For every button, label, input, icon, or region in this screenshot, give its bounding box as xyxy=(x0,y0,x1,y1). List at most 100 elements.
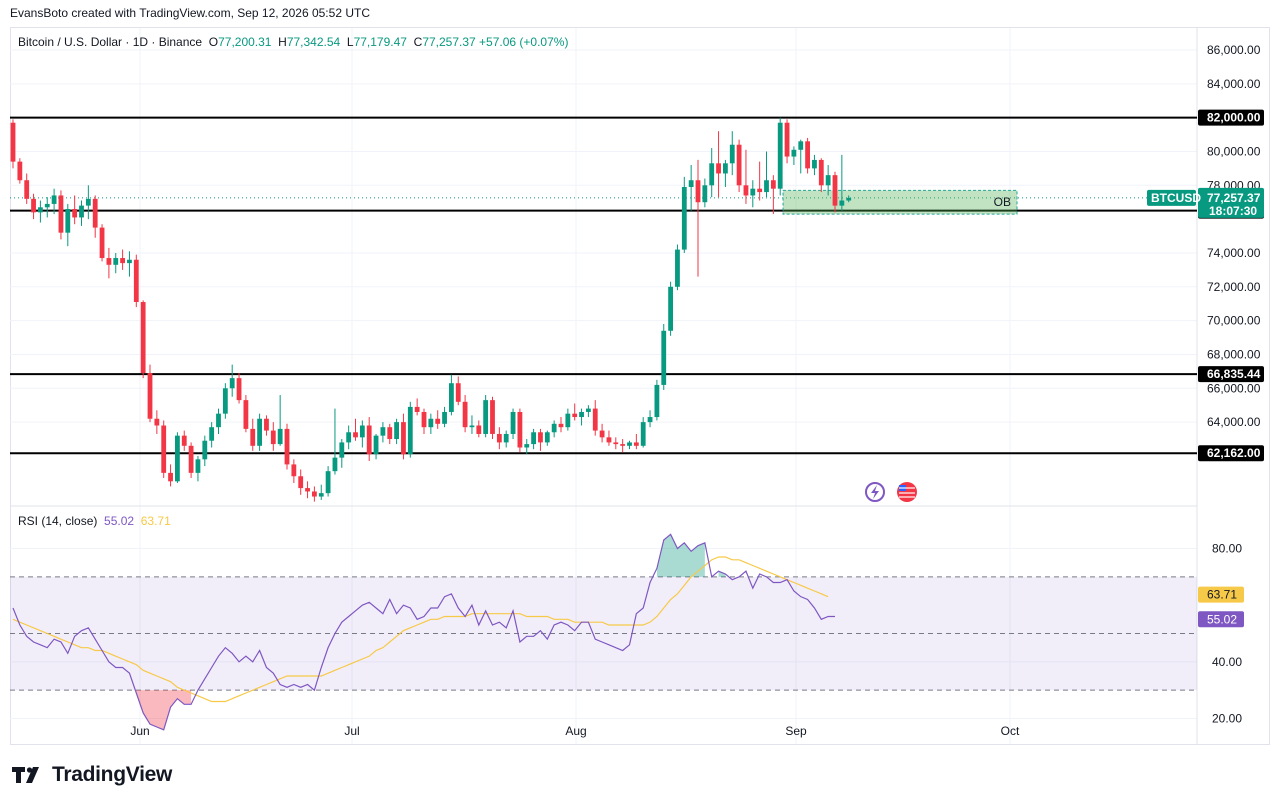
candle-body xyxy=(736,144,742,186)
symbol-tag-label: BTCUSD xyxy=(1151,191,1201,205)
candle-body xyxy=(161,425,167,473)
price-tick-label: 86,000.00 xyxy=(1207,43,1261,57)
open-label: O xyxy=(208,35,219,49)
rsi-pane xyxy=(10,533,1197,731)
price-tick-label: 66,000.00 xyxy=(1207,381,1261,395)
candle-body xyxy=(229,378,235,389)
candle-body xyxy=(222,388,228,414)
candle-body xyxy=(633,442,639,446)
candle-body xyxy=(832,175,838,206)
candle-body xyxy=(668,286,673,331)
candle-body xyxy=(106,258,112,265)
rsi-tag-label: 55.02 xyxy=(1207,612,1237,626)
candle-body xyxy=(181,435,187,446)
price-tick-label: 72,000.00 xyxy=(1207,280,1261,294)
level-price-tag xyxy=(1198,109,1264,126)
candle-body xyxy=(291,464,297,477)
candle-body xyxy=(318,493,324,497)
candle-body xyxy=(175,435,180,482)
candle-body xyxy=(695,180,701,203)
candle-body xyxy=(17,161,23,181)
zone-rect xyxy=(782,189,1018,215)
price-tick-label: 80,000.00 xyxy=(1207,144,1261,158)
candle-body xyxy=(298,476,304,489)
rsi-ma-tag-label: 63.71 xyxy=(1207,588,1237,602)
candle-body xyxy=(236,378,242,401)
symbol-legend: Bitcoin / U.S. Dollar · 1D · Binance O 77… xyxy=(18,35,568,49)
price-tick-label: 84,000.00 xyxy=(1207,77,1261,91)
rsi-label: RSI (14, close) xyxy=(18,514,98,528)
candle-body xyxy=(120,258,125,264)
candle-body xyxy=(654,384,660,418)
candle-body xyxy=(65,208,71,233)
high-value: 77,342.54 xyxy=(286,35,341,49)
candle-body xyxy=(414,406,420,412)
candle-body xyxy=(538,432,543,443)
candle-body xyxy=(620,444,626,446)
candle-body xyxy=(805,141,810,169)
candle-body xyxy=(640,422,646,446)
candle-body xyxy=(825,175,831,186)
candle-body xyxy=(202,440,208,460)
candle-body xyxy=(798,141,804,150)
candle-body xyxy=(476,425,482,434)
candle-body xyxy=(325,471,331,494)
symbol-name: Bitcoin / U.S. Dollar · 1D · Binance xyxy=(18,35,203,49)
candle-body xyxy=(627,442,632,446)
candle-body xyxy=(716,163,721,174)
countdown-label: 18:07:30 xyxy=(1209,204,1257,218)
candle-body xyxy=(250,428,256,446)
tradingview-brand[interactable]: TradingView xyxy=(12,763,172,787)
candle-body xyxy=(339,442,345,458)
candle-body xyxy=(777,122,783,189)
level-price-tag xyxy=(1198,366,1264,383)
last-price-tag xyxy=(1198,187,1264,218)
candle-body xyxy=(490,400,495,434)
candle-body xyxy=(503,433,509,443)
price-tick-label: 64,000.00 xyxy=(1207,415,1261,429)
candle-body xyxy=(784,122,790,157)
candle-body xyxy=(92,198,98,228)
candle-body xyxy=(579,411,584,418)
candle-body xyxy=(284,428,290,465)
candle-body xyxy=(24,180,30,199)
candle-body xyxy=(359,425,365,438)
candle-body xyxy=(140,302,146,374)
candle-body xyxy=(99,227,105,259)
candle-body xyxy=(723,163,728,174)
close-label: C xyxy=(413,35,423,49)
time-tick-label: Oct xyxy=(1001,724,1020,738)
candle-body xyxy=(133,259,139,303)
order-block-zone: OB xyxy=(782,189,1018,215)
level-price-tag xyxy=(1198,445,1264,462)
chart-frame xyxy=(10,27,1270,745)
candle-body xyxy=(531,432,536,445)
candle-body xyxy=(147,373,153,419)
candle-body xyxy=(353,432,358,438)
candle-body xyxy=(688,180,694,187)
low-value: 77,179.47 xyxy=(353,35,407,49)
candle-body xyxy=(442,411,447,424)
candle-body xyxy=(127,259,132,264)
candle-body xyxy=(544,432,550,443)
candle-body xyxy=(846,197,852,201)
level-price-label: 82,000.00 xyxy=(1207,111,1261,125)
rsi-tick-label: 20.00 xyxy=(1212,712,1242,726)
candle-body xyxy=(209,427,215,441)
candle-body xyxy=(757,188,763,193)
candle-body xyxy=(675,249,680,287)
rsi-legend-value: 55.02 xyxy=(104,514,135,528)
candle-body xyxy=(709,163,715,186)
candle-body xyxy=(366,425,372,455)
rsi-tick-label: 40.00 xyxy=(1212,655,1242,669)
time-tick-label: Jun xyxy=(130,724,149,738)
candle-body xyxy=(373,435,379,455)
candle-body xyxy=(10,122,16,162)
rsi-legend: RSI (14, close) 55.02 63.71 xyxy=(18,514,171,528)
candle-body xyxy=(195,459,201,473)
candle-body xyxy=(312,491,317,497)
candle-body xyxy=(380,427,386,436)
candle-body xyxy=(277,428,283,445)
candle-body xyxy=(421,411,427,428)
